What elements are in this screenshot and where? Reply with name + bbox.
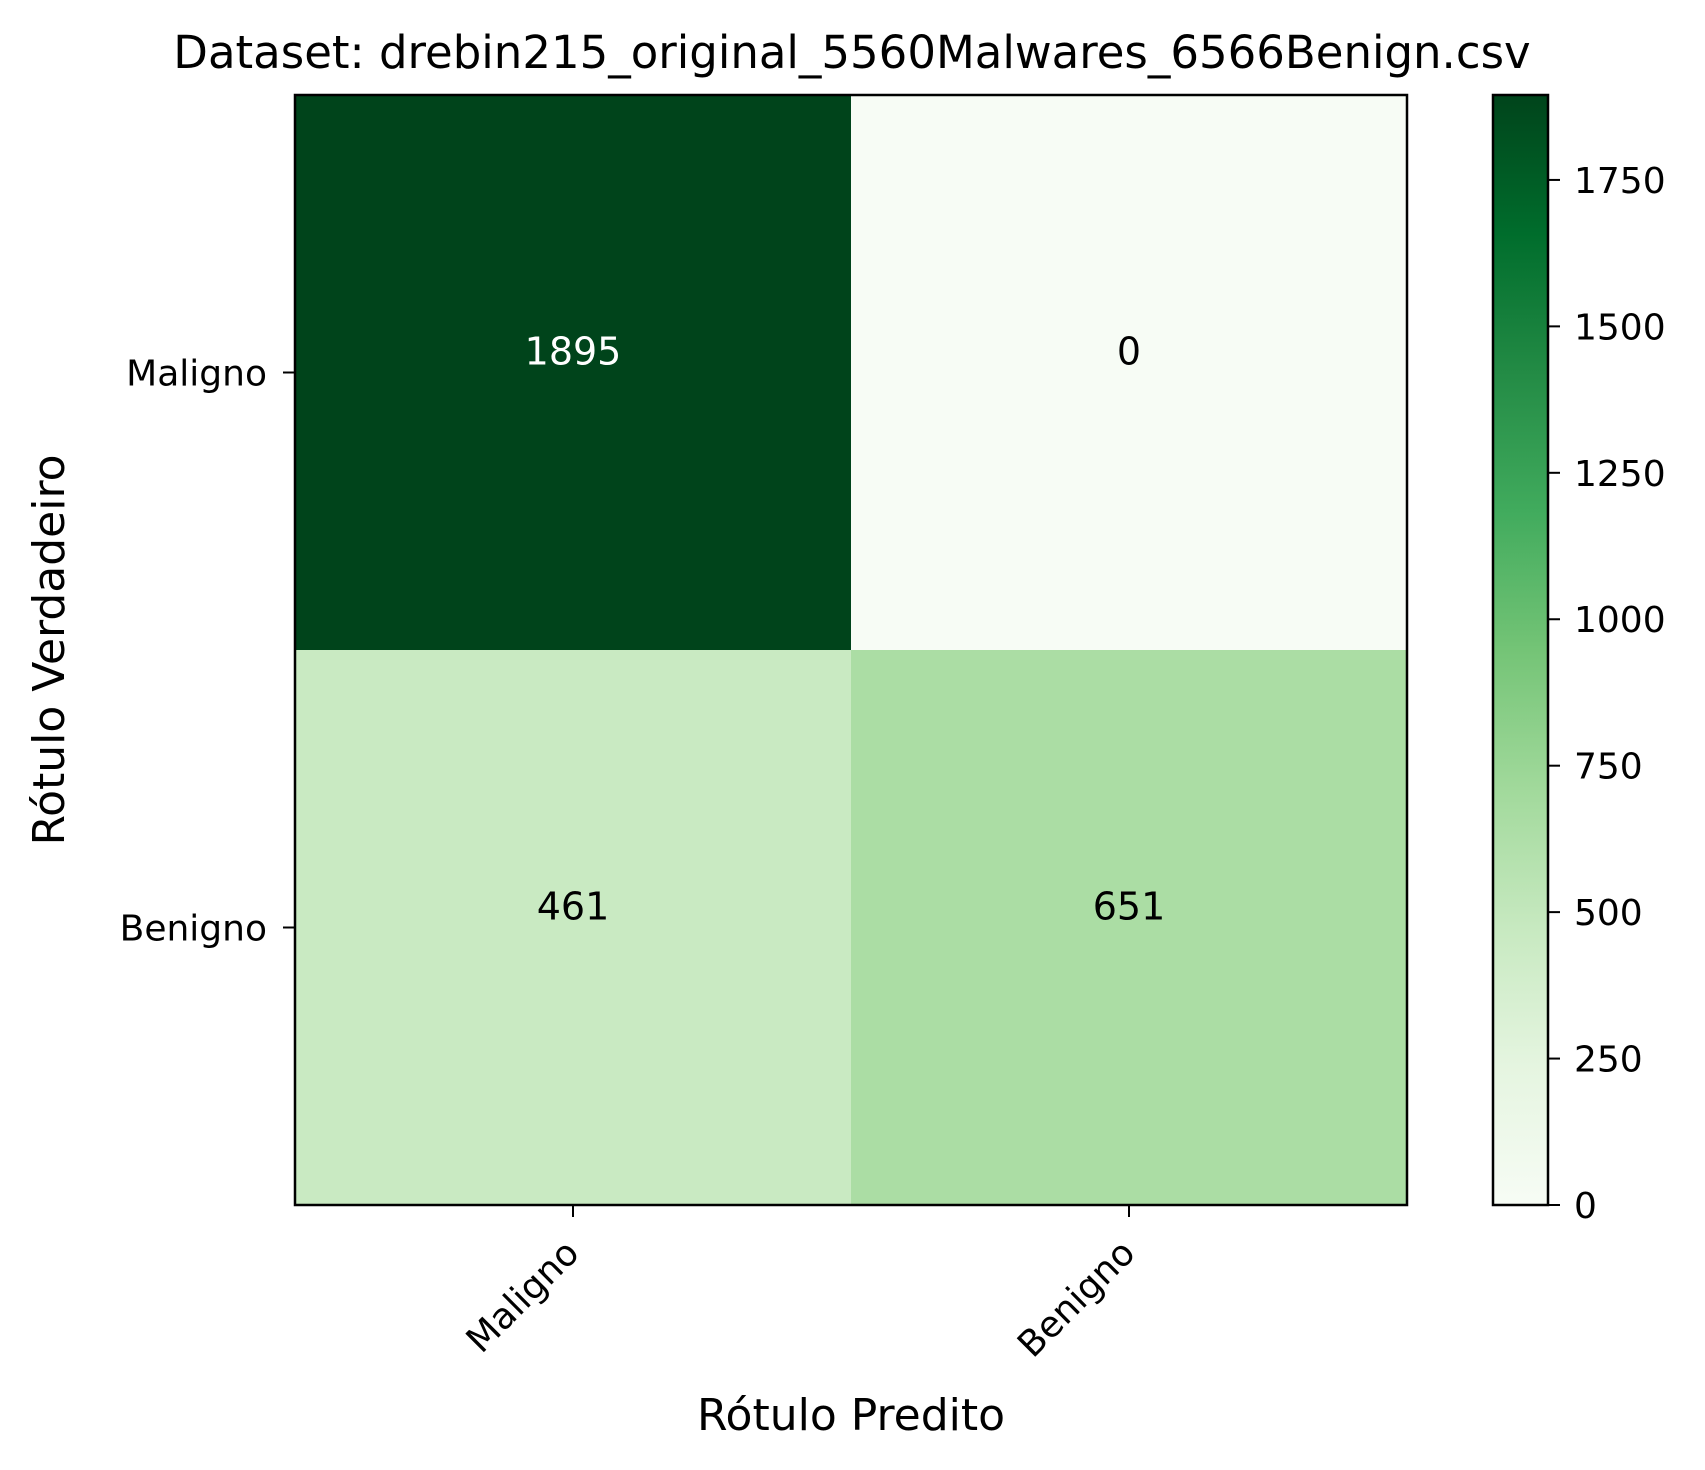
y-axis-title: Rótulo Verdadeiro	[24, 454, 75, 845]
x-tick-label: Benigno	[1010, 1232, 1143, 1365]
colorbar-tick-label: 500	[1574, 893, 1643, 934]
colorbar-gradient	[1493, 95, 1548, 1205]
cell-value-label: 0	[1117, 330, 1141, 374]
colorbar-tick-label: 1000	[1574, 600, 1666, 641]
x-axis-ticks: Maligno Benigno	[459, 1205, 1143, 1366]
cell-value-label: 651	[1093, 885, 1166, 929]
colorbar-frame	[1491, 93, 1550, 1207]
x-tick-label: Maligno	[459, 1232, 588, 1361]
matrix-cell	[851, 95, 1408, 651]
colorbar-tick-label: 0	[1574, 1186, 1597, 1227]
x-axis-title: Rótulo Predito	[697, 1390, 1005, 1441]
colorbar-tick-label: 250	[1574, 1040, 1643, 1081]
colorbar-tick-label: 750	[1574, 747, 1643, 788]
cell-value-labels: 1895 0 461 651	[525, 330, 1166, 929]
y-tick-label: Maligno	[126, 354, 267, 395]
colorbar-ticks: 0 250 500 750 1000 1250 1500 1750	[1548, 161, 1666, 1227]
y-axis-ticks: Maligno Benigno	[120, 354, 295, 950]
matrix-cell	[851, 650, 1408, 1206]
matrix-frame	[293, 93, 1409, 1207]
chart-title: Dataset: drebin215_original_5560Malwares…	[173, 26, 1530, 79]
colorbar-tick-label: 1500	[1574, 307, 1666, 348]
colorbar-tick-label: 1750	[1574, 161, 1666, 202]
cell-value-label: 461	[537, 885, 610, 929]
matrix-cell	[295, 95, 852, 651]
matrix-cell	[295, 650, 852, 1206]
y-tick-label: Benigno	[120, 909, 267, 950]
matrix-cells	[295, 95, 1408, 1206]
cell-value-label: 1895	[525, 330, 622, 374]
colorbar-tick-label: 1250	[1574, 454, 1666, 495]
